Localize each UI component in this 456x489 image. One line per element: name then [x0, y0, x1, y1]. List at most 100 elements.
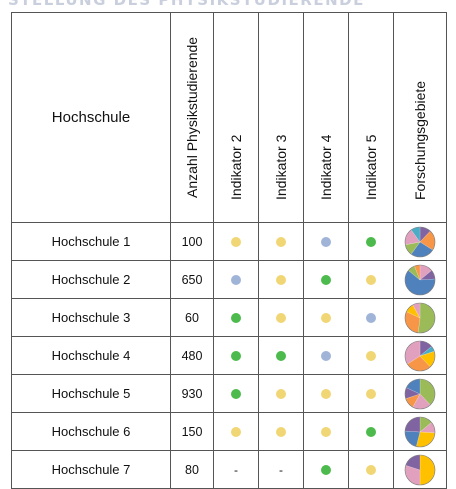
research-areas-pie: [404, 416, 436, 447]
indicator-yellow-dot: [321, 313, 331, 324]
pie-outline: [404, 378, 436, 409]
pie-outline: [404, 302, 436, 333]
pie-slice: [419, 454, 436, 485]
indicator-green-dot: [231, 389, 241, 400]
indicator-5-cell: [348, 374, 394, 413]
indicator-green-dot: [366, 427, 376, 438]
indicator-2-cell: [213, 222, 259, 261]
header-row: Hochschule Anzahl Physikstudierende Indi…: [11, 12, 447, 223]
indicator-5-cell: [348, 336, 394, 375]
indicator-blue-dot: [231, 275, 241, 286]
indicator-green-dot: [321, 275, 331, 286]
hochschule-name: Hochschule 4: [11, 336, 171, 375]
indicator-4-cell: [303, 412, 349, 451]
indicator-yellow-dot: [276, 389, 286, 400]
indicator-5-cell: [348, 260, 394, 299]
indicator-2-cell: [213, 336, 259, 375]
indicator-yellow-dot: [276, 427, 286, 438]
indicator-green-dot: [321, 465, 331, 476]
pie-outline: [404, 416, 436, 447]
hochschule-name: Hochschule 5: [11, 374, 171, 413]
header-anzahl: Anzahl Physikstudierende: [170, 12, 214, 223]
anzahl-value: 60: [170, 298, 214, 337]
indicator-2-cell: [213, 412, 259, 451]
indicator-blue-dot: [321, 351, 331, 362]
forschungsgebiete-cell: [393, 374, 447, 413]
header-anzahl-label: Anzahl Physikstudierende: [184, 36, 200, 198]
forschungsgebiete-cell: [393, 260, 447, 299]
indicator-3-cell: [258, 222, 304, 261]
indicator-3-cell: [258, 298, 304, 337]
indicator-blue-dot: [321, 237, 331, 248]
indicator-yellow-dot: [366, 465, 376, 476]
research-areas-pie: [404, 378, 436, 409]
indicator-3-cell: [258, 412, 304, 451]
header-indikator-5: Indikator 5: [348, 12, 394, 223]
indicator-yellow-dot: [366, 275, 376, 286]
pie-outline: [404, 226, 436, 257]
research-areas-pie: [404, 226, 436, 257]
indicator-2-cell: [213, 260, 259, 299]
universities-table: Hochschule Anzahl Physikstudierende Indi…: [11, 12, 447, 489]
hochschule-name: Hochschule 6: [11, 412, 171, 451]
indicator-yellow-dot: [366, 389, 376, 400]
table-row: Hochschule 3 60: [11, 298, 447, 337]
research-areas-pie: [404, 264, 436, 295]
header-hochschule: Hochschule: [11, 12, 171, 223]
indicator-yellow-dot: [276, 275, 286, 286]
indicator-5-cell: [348, 298, 394, 337]
anzahl-value: 930: [170, 374, 214, 413]
indicator-4-cell: [303, 374, 349, 413]
indicator-yellow-dot: [231, 237, 241, 248]
indicator-4-cell: [303, 222, 349, 261]
indicator-yellow-dot: [366, 351, 376, 362]
indicator-green-dot: [231, 313, 241, 324]
header-indikator-2: Indikator 2: [213, 12, 259, 223]
anzahl-value: 150: [170, 412, 214, 451]
indicator-3-cell: [258, 374, 304, 413]
anzahl-value: 650: [170, 260, 214, 299]
header-indikator-4: Indikator 4: [303, 12, 349, 223]
table-row: Hochschule 6 150: [11, 412, 447, 451]
indicator-4-cell: [303, 260, 349, 299]
indicator-missing: -: [234, 462, 238, 477]
indicator-4-cell: [303, 298, 349, 337]
indicator-2-cell: [213, 374, 259, 413]
indicator-5-cell: [348, 222, 394, 261]
table-row: Hochschule 5 930: [11, 374, 447, 413]
indicator-blue-dot: [366, 313, 376, 324]
background-banner-text: STELLUNG DES PHYSIKSTUDIERENDE: [0, 0, 456, 10]
table-row: Hochschule 4 480: [11, 336, 447, 375]
banner-text: STELLUNG DES PHYSIKSTUDIERENDE: [8, 0, 365, 9]
research-areas-pie: [404, 454, 436, 485]
indicator-2-cell: [213, 298, 259, 337]
forschungsgebiete-cell: [393, 412, 447, 451]
indicator-3-cell: [258, 336, 304, 375]
table-row: Hochschule 2 650: [11, 260, 447, 299]
header-indikator-2-label: Indikator 2: [228, 134, 244, 200]
indicator-green-dot: [231, 351, 241, 362]
research-areas-pie: [404, 302, 436, 333]
table-row: Hochschule 1 100: [11, 222, 447, 261]
indicator-missing: -: [279, 462, 283, 477]
hochschule-name: Hochschule 3: [11, 298, 171, 337]
indicator-5-cell: [348, 412, 394, 451]
indicator-4-cell: [303, 336, 349, 375]
anzahl-value: 100: [170, 222, 214, 261]
hochschule-name: Hochschule 1: [11, 222, 171, 261]
forschungsgebiete-cell: [393, 298, 447, 337]
header-indikator-3: Indikator 3: [258, 12, 304, 223]
hochschule-name: Hochschule 2: [11, 260, 171, 299]
pie-outline: [404, 264, 436, 295]
forschungsgebiete-cell: [393, 222, 447, 261]
indicator-green-dot: [366, 237, 376, 248]
indicator-green-dot: [276, 351, 286, 362]
pie-outline: [404, 340, 436, 371]
indicator-yellow-dot: [276, 237, 286, 248]
header-indikator-3-label: Indikator 3: [273, 134, 289, 200]
indicator-yellow-dot: [321, 427, 331, 438]
indicator-yellow-dot: [231, 427, 241, 438]
forschungsgebiete-cell: [393, 336, 447, 375]
research-areas-pie: [404, 340, 436, 371]
header-forschungsgebiete-label: Forschungsgebiete: [412, 80, 428, 200]
